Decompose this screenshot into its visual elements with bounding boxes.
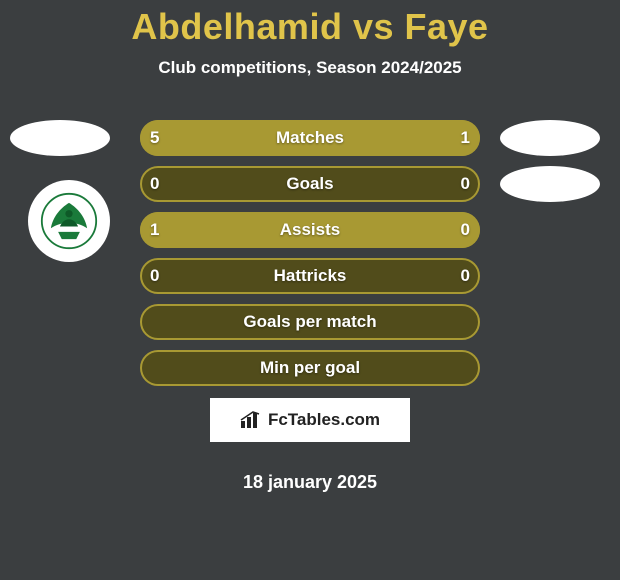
player1-name: Abdelhamid [131, 6, 342, 47]
club-badge [28, 180, 110, 262]
value-left: 0 [150, 258, 159, 294]
eagle-crest-icon [39, 191, 99, 251]
value-right: 0 [461, 258, 470, 294]
value-left: 1 [150, 212, 159, 248]
value-right: 0 [461, 212, 470, 248]
date-text: 18 january 2025 [0, 472, 620, 493]
bar-label: Assists [140, 212, 480, 248]
page-title: Abdelhamid vs Faye [0, 0, 620, 48]
stat-row: Goals per match [0, 304, 620, 350]
value-right: 1 [461, 120, 470, 156]
bar-label: Goals per match [140, 304, 480, 340]
bar-label: Hattricks [140, 258, 480, 294]
bar-label: Matches [140, 120, 480, 156]
comparison-infographic: Abdelhamid vs Faye Club competitions, Se… [0, 0, 620, 580]
value-right: 0 [461, 166, 470, 202]
player2-club-pill [500, 120, 600, 156]
bars-icon [240, 411, 262, 429]
stat-row: Hattricks0 0 [0, 258, 620, 304]
player2-name: Faye [405, 6, 489, 47]
watermark: FcTables.com [210, 398, 410, 442]
stat-row: Min per goal [0, 350, 620, 396]
bar-label: Min per goal [140, 350, 480, 386]
player1-club-pill [10, 120, 110, 156]
value-left: 0 [150, 166, 159, 202]
bar-label: Goals [140, 166, 480, 202]
value-left: 5 [150, 120, 159, 156]
vs-text: vs [353, 6, 394, 47]
subtitle: Club competitions, Season 2024/2025 [0, 58, 620, 78]
watermark-text: FcTables.com [268, 410, 380, 430]
player2-club-pill [500, 166, 600, 202]
